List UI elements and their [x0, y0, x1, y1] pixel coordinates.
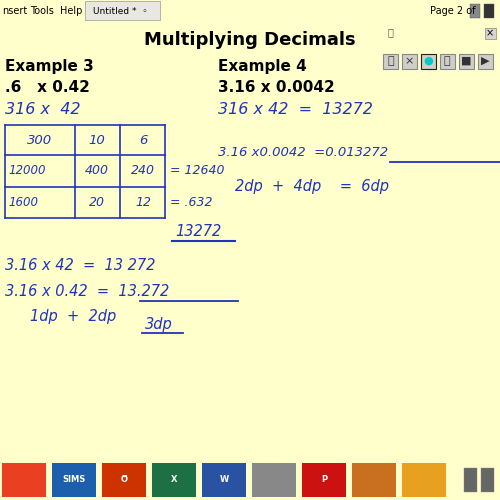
- Text: 13272: 13272: [175, 224, 221, 240]
- Text: 1dp  +  2dp: 1dp + 2dp: [30, 310, 116, 324]
- Text: 400: 400: [85, 164, 109, 177]
- Bar: [464, 468, 477, 492]
- Text: 316 x 42  =  13272: 316 x 42 = 13272: [218, 102, 373, 118]
- Text: P: P: [321, 476, 327, 484]
- Bar: [102, 463, 146, 497]
- Text: Example 4: Example 4: [218, 60, 307, 74]
- Text: 2dp  +  4dp    =  6dp: 2dp + 4dp = 6dp: [235, 178, 389, 194]
- Text: 1600: 1600: [8, 196, 38, 209]
- Text: 316 x  42: 316 x 42: [5, 102, 80, 118]
- Bar: [85, 1, 160, 20]
- Text: SIMS: SIMS: [62, 476, 86, 484]
- Text: 3.16 x0.0042  =0.013272: 3.16 x0.0042 =0.013272: [218, 146, 388, 158]
- Text: .6   x 0.42: .6 x 0.42: [5, 80, 90, 94]
- Bar: [484, 4, 494, 18]
- Text: ⏹: ⏹: [387, 56, 394, 66]
- Bar: [352, 463, 396, 497]
- Text: O̿: O̿: [120, 476, 128, 484]
- Text: Multiplying Decimals: Multiplying Decimals: [144, 31, 356, 49]
- Bar: [402, 54, 417, 68]
- Text: ×: ×: [486, 28, 494, 38]
- Text: Tools: Tools: [30, 6, 54, 16]
- Text: 3.16 x 42  =  13 272: 3.16 x 42 = 13 272: [5, 258, 156, 272]
- Bar: [481, 468, 494, 492]
- Text: 10: 10: [88, 134, 106, 146]
- Bar: [202, 463, 246, 497]
- Text: 12: 12: [135, 196, 151, 209]
- Bar: [470, 4, 480, 18]
- Bar: [252, 463, 296, 497]
- Text: ×: ×: [404, 56, 414, 66]
- Text: 300: 300: [28, 134, 52, 146]
- Text: ▶: ▶: [481, 56, 490, 66]
- Text: Help: Help: [60, 6, 82, 16]
- Text: 240: 240: [131, 164, 155, 177]
- Text: W: W: [220, 476, 228, 484]
- Text: 3.16 x 0.42  =  13.272: 3.16 x 0.42 = 13.272: [5, 284, 169, 300]
- Text: 3dp: 3dp: [145, 318, 173, 332]
- Text: Untitled *  ◦: Untitled * ◦: [93, 6, 147, 16]
- Text: nsert: nsert: [2, 6, 27, 16]
- Bar: [302, 463, 346, 497]
- Bar: [383, 54, 398, 68]
- Text: 20: 20: [89, 196, 105, 209]
- Bar: [52, 463, 96, 497]
- Text: X: X: [171, 476, 177, 484]
- Bar: [2, 463, 46, 497]
- Text: ■: ■: [461, 56, 471, 66]
- Bar: [440, 54, 454, 68]
- Bar: [421, 54, 436, 68]
- Bar: [478, 54, 492, 68]
- Text: = .632: = .632: [170, 196, 212, 209]
- Text: 6: 6: [139, 134, 147, 146]
- Text: Page 2 of: Page 2 of: [430, 6, 476, 16]
- Text: = 12640: = 12640: [170, 164, 224, 177]
- Text: 🎤: 🎤: [388, 28, 394, 38]
- Bar: [402, 463, 446, 497]
- Text: 3.16 x 0.0042: 3.16 x 0.0042: [218, 80, 335, 94]
- Text: ●: ●: [424, 56, 433, 66]
- Text: ⏸: ⏸: [444, 56, 450, 66]
- Bar: [484, 28, 496, 38]
- Bar: [152, 463, 196, 497]
- Text: 12000: 12000: [8, 164, 46, 177]
- Bar: [458, 54, 473, 68]
- Text: Example 3: Example 3: [5, 60, 94, 74]
